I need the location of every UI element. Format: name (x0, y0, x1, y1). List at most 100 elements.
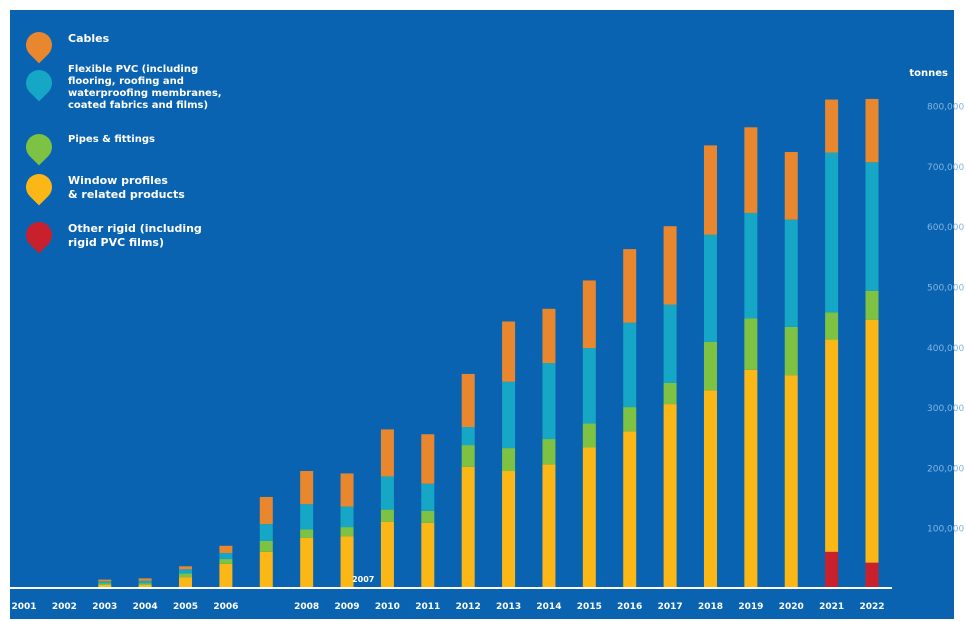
bar-segment (502, 471, 515, 588)
bar-segment (785, 375, 798, 588)
bar-segment (421, 434, 434, 483)
x-tick-label: 2019 (738, 602, 763, 612)
bar-segment (542, 464, 555, 588)
bar-segment (179, 574, 192, 578)
x-tick-label: 2015 (577, 602, 602, 612)
bar-segment (300, 538, 313, 588)
bar-segment (583, 448, 596, 588)
bar-segment (623, 431, 636, 588)
y-tick-label: 200,000 (927, 464, 964, 474)
bar-segment (866, 162, 879, 290)
bar-segment (583, 280, 596, 348)
bar-segment (381, 429, 394, 476)
y-tick-label: 100,000 (927, 525, 964, 535)
annotation-label: 2007 (352, 575, 374, 584)
x-tick-label: 2002 (52, 602, 77, 612)
x-tick-label: 2013 (496, 602, 521, 612)
bar-segment (300, 504, 313, 529)
bar-segment (623, 249, 636, 323)
bar-segment (381, 476, 394, 509)
bar-segment (744, 370, 757, 588)
bar-segment (866, 563, 879, 588)
bar-segment (300, 530, 313, 538)
bar-segment (744, 127, 757, 213)
bar-segment (179, 577, 192, 588)
bar-segment (542, 363, 555, 439)
x-tick-label: 2021 (819, 602, 844, 612)
bar-segment (866, 320, 879, 563)
bar-segment (623, 407, 636, 431)
bar-segment (704, 390, 717, 588)
bar-segment (825, 100, 838, 153)
bar-segment (785, 327, 798, 375)
x-tick-label: 2016 (617, 602, 642, 612)
bar-segment (139, 578, 152, 580)
bar-segment (260, 552, 273, 588)
bar-segment (341, 507, 354, 528)
x-tick-label: 2011 (415, 602, 440, 612)
bar-segment (219, 559, 232, 564)
bar-segment (219, 546, 232, 553)
bar-segment (502, 321, 515, 381)
bar-segment (421, 484, 434, 511)
bar-segment (300, 471, 313, 504)
bar-segment (825, 312, 838, 339)
y-tick-label: 300,000 (927, 404, 964, 414)
x-tick-label: 2018 (698, 602, 723, 612)
bar-segment (139, 581, 152, 583)
bar-segment (462, 374, 475, 427)
bar-segment (866, 291, 879, 320)
bar-segment (542, 309, 555, 363)
x-tick-label: 2005 (173, 602, 198, 612)
x-tick-label: 2006 (213, 602, 238, 612)
bar-segment (664, 305, 677, 383)
bar-segment (179, 566, 192, 569)
bar-segment (704, 145, 717, 234)
x-tick-label: 2003 (92, 602, 117, 612)
bar-segment (583, 423, 596, 447)
bar-segment (785, 220, 798, 327)
bar-segment (98, 581, 111, 583)
bar-segment (502, 382, 515, 448)
bar-segment (623, 323, 636, 407)
bar-segment (502, 448, 515, 471)
bar-segment (421, 511, 434, 523)
bar-segment (179, 569, 192, 573)
bar-segment (219, 553, 232, 559)
x-tick-label: 2009 (335, 602, 360, 612)
bar-segment (341, 527, 354, 536)
x-tick-label: 2020 (779, 602, 804, 612)
bar-segment (664, 404, 677, 588)
bar-segment (825, 340, 838, 552)
bar-segment (462, 467, 475, 588)
x-tick-label: 2004 (133, 602, 158, 612)
bar-segment (583, 348, 596, 423)
bar-segment (98, 580, 111, 582)
bar-segment (260, 497, 273, 524)
bar-segment (139, 583, 152, 585)
y-tick-label: 400,000 (927, 344, 964, 354)
bar-segment (704, 235, 717, 342)
bar-segment (664, 226, 677, 304)
bar-segment (260, 541, 273, 552)
bar-segment (381, 522, 394, 588)
bar-segment (744, 318, 757, 369)
y-tick-label: 700,000 (927, 163, 964, 173)
bar-segment (341, 473, 354, 506)
bar-segment (785, 152, 798, 220)
bar-segment (542, 439, 555, 464)
bar-segment (98, 583, 111, 585)
x-tick-label: 2014 (536, 602, 561, 612)
x-tick-label: 2008 (294, 602, 319, 612)
bar-segment (462, 445, 475, 467)
bar-segment (421, 523, 434, 588)
bar-segment (825, 153, 838, 313)
bar-segment (825, 552, 838, 588)
y-tick-label: 600,000 (927, 223, 964, 233)
y-tick-label: 500,000 (927, 284, 964, 294)
bar-segment (664, 383, 677, 404)
x-tick-label: 2012 (456, 602, 481, 612)
x-tick-label: 2017 (658, 602, 683, 612)
